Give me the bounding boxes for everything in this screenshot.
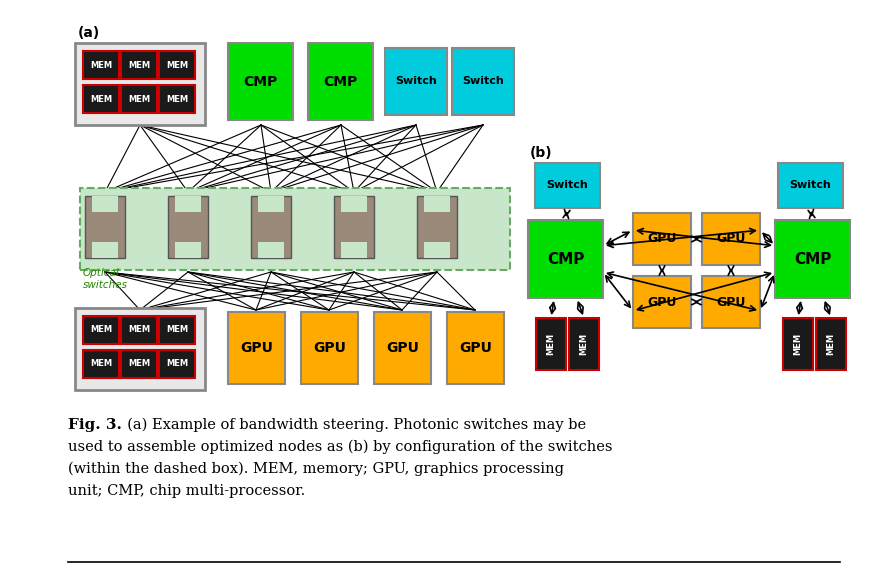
Bar [83, 350, 119, 378]
Bar [85, 196, 125, 258]
Text: GPU: GPU [386, 341, 419, 355]
Text: MEM: MEM [90, 94, 112, 104]
Text: MEM: MEM [166, 325, 188, 335]
Text: MEM: MEM [793, 333, 802, 355]
Bar [121, 350, 157, 378]
Bar [702, 276, 760, 328]
Bar [374, 312, 431, 384]
Bar [92, 242, 118, 258]
Text: MEM: MEM [90, 360, 112, 368]
Text: (a) Example of bandwidth steering. Photonic switches may be: (a) Example of bandwidth steering. Photo… [118, 418, 586, 432]
Bar [251, 196, 291, 258]
Text: used to assemble optimized nodes as (b) by configuration of the switches: used to assemble optimized nodes as (b) … [68, 440, 613, 455]
Bar [159, 316, 195, 344]
Bar [447, 312, 504, 384]
Text: Switch: Switch [547, 180, 588, 190]
Bar [334, 196, 374, 258]
Bar [121, 51, 157, 79]
Bar [175, 242, 201, 258]
Text: MEM: MEM [128, 325, 150, 335]
Bar [452, 48, 514, 115]
Bar [702, 213, 760, 265]
Bar [159, 51, 195, 79]
Text: MEM: MEM [580, 333, 588, 355]
Text: GPU: GPU [716, 232, 746, 246]
Bar [75, 43, 205, 125]
Bar [778, 163, 843, 208]
Bar [228, 312, 285, 384]
Text: Fig. 3.: Fig. 3. [68, 418, 122, 432]
Text: MEM: MEM [166, 94, 188, 104]
Text: GPU: GPU [716, 296, 746, 308]
Bar [633, 213, 691, 265]
Text: (b): (b) [530, 146, 553, 160]
Bar [424, 242, 450, 258]
Bar [308, 43, 373, 120]
Bar [535, 163, 600, 208]
Bar [783, 318, 813, 370]
Text: (a): (a) [78, 26, 100, 40]
Bar [92, 196, 118, 212]
Text: CMP: CMP [243, 74, 277, 88]
Bar [75, 308, 205, 390]
Text: GPU: GPU [647, 296, 677, 308]
Text: MEM: MEM [547, 333, 555, 355]
Text: Switch: Switch [462, 76, 504, 87]
Bar [341, 196, 367, 212]
Bar [121, 316, 157, 344]
Text: GPU: GPU [240, 341, 273, 355]
Bar [258, 196, 284, 212]
Bar [417, 196, 457, 258]
Text: CMP: CMP [323, 74, 358, 88]
Text: MEM: MEM [166, 61, 188, 69]
Bar [528, 220, 603, 298]
Bar [228, 43, 293, 120]
Bar [536, 318, 566, 370]
Bar [83, 316, 119, 344]
Bar [385, 48, 447, 115]
Bar [775, 220, 850, 298]
Bar [816, 318, 846, 370]
Bar [168, 196, 208, 258]
Bar [301, 312, 358, 384]
Bar [633, 276, 691, 328]
Text: GPU: GPU [313, 341, 346, 355]
Text: MEM: MEM [826, 333, 835, 355]
Text: Switch: Switch [395, 76, 437, 87]
Bar [424, 196, 450, 212]
Text: MEM: MEM [166, 360, 188, 368]
Bar [83, 85, 119, 113]
Bar [80, 188, 510, 270]
Bar [258, 242, 284, 258]
Text: MEM: MEM [128, 360, 150, 368]
Text: MEM: MEM [128, 94, 150, 104]
Text: (within the dashed box). MEM, memory; GPU, graphics processing: (within the dashed box). MEM, memory; GP… [68, 462, 564, 477]
Text: MEM: MEM [128, 61, 150, 69]
Text: Switch: Switch [790, 180, 832, 190]
Text: MEM: MEM [90, 325, 112, 335]
Text: CMP: CMP [547, 251, 584, 267]
Bar [159, 350, 195, 378]
Text: GPU: GPU [459, 341, 492, 355]
Bar [569, 318, 599, 370]
Bar [83, 51, 119, 79]
Bar [175, 196, 201, 212]
Bar [159, 85, 195, 113]
Text: unit; CMP, chip multi-processor.: unit; CMP, chip multi-processor. [68, 484, 305, 498]
Text: MEM: MEM [90, 61, 112, 69]
Bar [121, 85, 157, 113]
Bar [341, 242, 367, 258]
Text: Optical
switches: Optical switches [83, 268, 128, 290]
Text: CMP: CMP [793, 251, 831, 267]
Text: GPU: GPU [647, 232, 677, 246]
